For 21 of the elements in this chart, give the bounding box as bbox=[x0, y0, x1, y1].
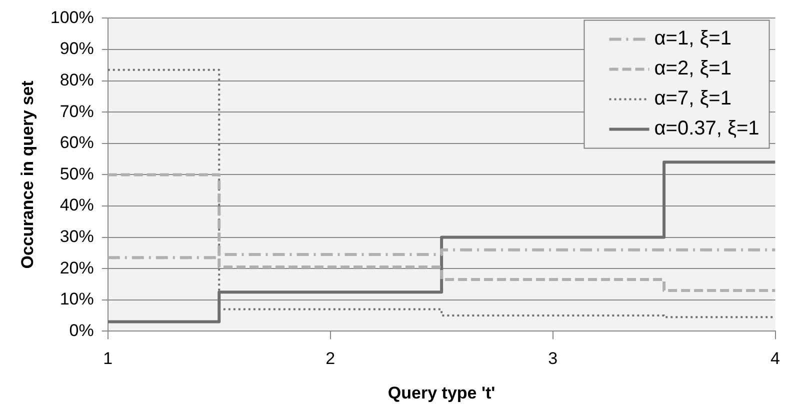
y-axis-title: Occurance in query set bbox=[18, 80, 37, 269]
legend-label: α=0.37, ξ=1 bbox=[654, 118, 760, 140]
y-tick-label: 20% bbox=[60, 258, 94, 278]
x-axis-title: Query type 't' bbox=[388, 383, 496, 402]
y-tick-label: 80% bbox=[60, 70, 94, 90]
x-tick-label: 3 bbox=[548, 349, 558, 368]
x-tick-label: 2 bbox=[326, 349, 336, 368]
y-tick-label: 0% bbox=[69, 320, 94, 340]
legend-label: α=2, ξ=1 bbox=[654, 58, 732, 80]
legend-label: α=1, ξ=1 bbox=[654, 28, 732, 50]
y-tick-label: 90% bbox=[60, 39, 94, 58]
legend-label: α=7, ξ=1 bbox=[654, 88, 732, 110]
y-tick-label: 60% bbox=[60, 133, 94, 152]
y-tick-label: 40% bbox=[60, 196, 94, 215]
x-tick-label: 1 bbox=[103, 349, 113, 368]
y-tick-label: 70% bbox=[60, 102, 94, 121]
x-tick-label: 4 bbox=[770, 349, 780, 368]
y-tick-label: 100% bbox=[50, 8, 94, 27]
y-tick-label: 10% bbox=[60, 290, 94, 309]
y-tick-label: 50% bbox=[60, 164, 94, 184]
y-tick-label: 30% bbox=[60, 226, 94, 246]
